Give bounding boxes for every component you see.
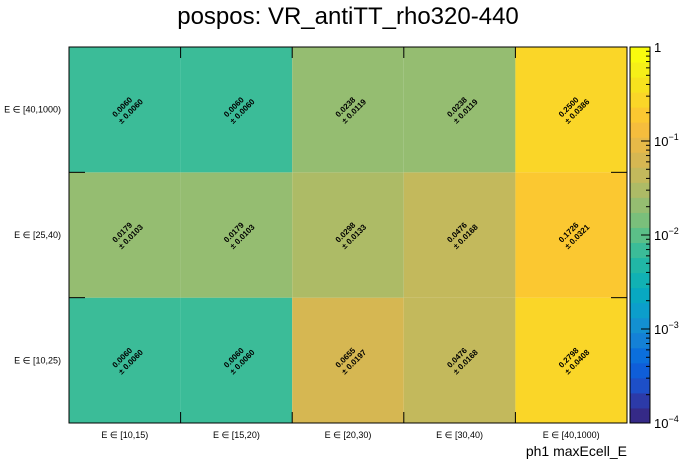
colorbar-tick-exponent: −4 [668, 414, 678, 424]
colorbar-swatch [630, 197, 650, 213]
heatmap-cell [292, 47, 404, 173]
colorbar-swatch [630, 152, 650, 168]
colorbar-tick-label: 10−3 [654, 320, 679, 337]
colorbar-tick-label: 10−1 [654, 132, 679, 149]
heatmap-cell [515, 172, 627, 298]
plot-frame [68, 46, 628, 424]
colorbar-tick-exponent: −3 [668, 320, 678, 330]
heatmap-cell [69, 47, 181, 173]
colorbar-tick-label: 10−2 [654, 226, 679, 243]
colorbar-swatch [630, 302, 650, 319]
x-tick-label: E ∈ [15,20) [213, 430, 260, 440]
x-tick-label: E ∈ [40,1000) [543, 430, 600, 440]
colorbar-swatch [630, 47, 650, 63]
x-tick-label: E ∈ [20,30) [325, 430, 372, 440]
heatmap-cells [69, 47, 627, 423]
heatmap-cell [515, 297, 627, 423]
heatmap-cell [69, 172, 181, 298]
colorbar-tick-label: 1 [654, 40, 661, 55]
heatmap-cell [180, 47, 293, 173]
colorbar-swatch [630, 107, 650, 123]
x-tick-label: E ∈ [10,15) [101, 430, 148, 440]
colorbar-swatch [630, 362, 650, 379]
x-axis-label: ph1 maxEcell_E [526, 443, 627, 459]
heatmap-cell [292, 297, 404, 423]
y-tick-label: E ∈ [10,25) [14, 355, 61, 365]
x-tick-label: E ∈ [30,40) [436, 430, 483, 440]
colorbar-swatch [630, 317, 650, 334]
colorbar-swatch [630, 92, 650, 108]
colorbar-tick-exponent: −1 [668, 132, 678, 142]
colorbar-swatch [630, 392, 650, 409]
colorbar-swatch [630, 227, 650, 244]
colorbar-swatch [630, 212, 650, 228]
x-axis: E ∈ [10,15) E ∈ [15,20) E ∈ [20,30) E ∈ [30… [68, 47, 628, 440]
colorbar-swatch [630, 347, 650, 364]
colorbar-swatch [630, 407, 650, 424]
colorbar-tick-label: 10−4 [654, 414, 679, 431]
colorbar [629, 46, 651, 424]
colorbar-swatch [630, 272, 650, 289]
colorbar-swatch [630, 242, 650, 259]
heatmap-cell [180, 297, 293, 423]
heatmap-cell [403, 172, 516, 298]
colorbar-swatch [630, 182, 650, 198]
colorbar-swatch [630, 257, 650, 274]
colorbar-tick-exponent: −2 [668, 226, 678, 236]
colorbar-swatch [630, 167, 650, 183]
chart-title: pospos: VR_antiTT_rho320-440 [177, 3, 519, 30]
heatmap-cell [403, 47, 516, 173]
colorbar-swatch [630, 377, 650, 394]
heatmap-cell [69, 297, 181, 423]
heatmap-cell [403, 297, 516, 423]
colorbar-swatch [630, 62, 650, 78]
y-tick-label: E ∈ [25,40) [14, 230, 61, 240]
colorbar-swatch [630, 332, 650, 349]
heatmap-cell [515, 47, 627, 173]
y-tick-label: E ∈ [40,1000) [4, 105, 61, 115]
colorbar-swatch [630, 122, 650, 138]
colorbar-swatch [630, 287, 650, 304]
heatmap-cell [292, 172, 404, 298]
colorbar-swatch [630, 77, 650, 93]
heatmap-cell [180, 172, 293, 298]
y-axis: E ∈ [10,25) E ∈ [25,40) E ∈ [40,1000) [4, 46, 627, 424]
